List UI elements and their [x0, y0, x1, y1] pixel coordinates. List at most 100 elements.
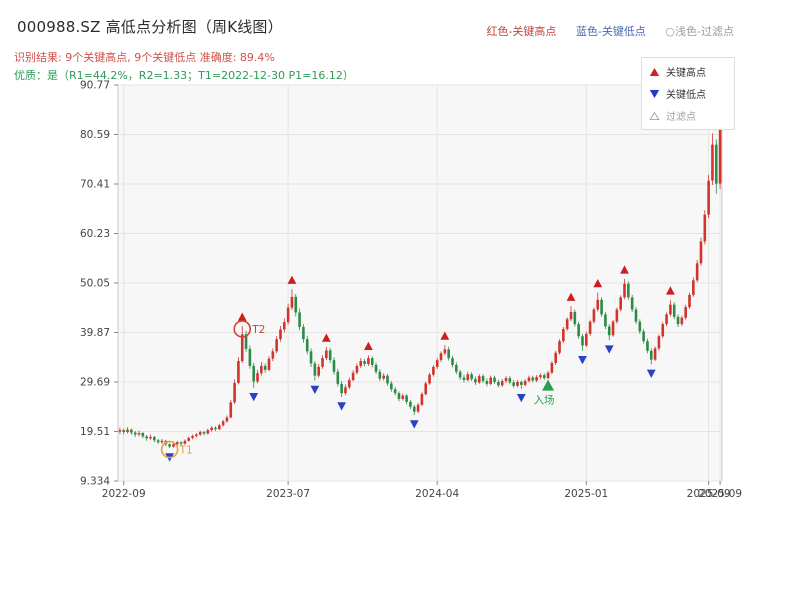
legend-item-key-low: 关键低点: [649, 86, 727, 101]
candle: [275, 339, 278, 352]
candle: [485, 380, 489, 384]
candle: [692, 280, 695, 295]
candle: [271, 351, 275, 359]
y-tick-label: 39.87: [80, 327, 110, 339]
candle: [175, 442, 179, 445]
candle: [420, 394, 424, 405]
candle: [367, 358, 370, 364]
candle: [279, 329, 282, 340]
candle: [126, 429, 129, 433]
key-low-marker: [409, 420, 419, 429]
candle: [466, 374, 470, 381]
x-tick-label: 2025-09: [698, 488, 742, 500]
candle: [539, 375, 542, 378]
y-tick-label: 60.23: [80, 228, 110, 240]
candle: [156, 440, 160, 443]
candle: [370, 358, 374, 365]
candle: [676, 316, 680, 325]
candle: [481, 376, 485, 381]
candle: [439, 353, 443, 361]
candle: [179, 442, 183, 444]
candle: [210, 427, 213, 431]
key-high-marker: [593, 278, 603, 288]
candle: [604, 314, 607, 327]
legend-item-label: 关键低点: [666, 90, 706, 101]
candle: [443, 349, 447, 354]
candle: [149, 436, 152, 439]
candle: [718, 127, 722, 184]
entry-label: 入场: [534, 394, 555, 407]
candle: [627, 283, 630, 298]
candle: [596, 299, 600, 310]
candle: [401, 395, 405, 399]
candle: [451, 358, 454, 365]
key-low-marker: [249, 393, 259, 402]
candle: [661, 324, 665, 337]
candle: [470, 374, 473, 380]
candle: [130, 429, 133, 433]
key-high-marker: [321, 333, 331, 342]
candle: [588, 321, 592, 334]
candle: [237, 361, 240, 383]
key-low-marker: [578, 356, 587, 365]
candle: [393, 389, 397, 394]
candle: [332, 360, 336, 372]
candle: [256, 373, 259, 382]
legend-item-key-high: 关键高点: [649, 64, 727, 79]
y-tick-label: 9.334: [80, 476, 110, 488]
candle: [703, 214, 707, 242]
annotation-label-t1: T1: [179, 445, 193, 457]
candle: [699, 241, 703, 264]
y-tick-label: 29.69: [80, 377, 110, 389]
key-high-marker: [237, 312, 247, 321]
candle: [214, 427, 217, 430]
candle: [607, 326, 611, 336]
key-low-marker: [604, 345, 614, 354]
candle: [474, 379, 477, 383]
candle: [665, 314, 668, 325]
candle: [294, 296, 298, 313]
x-tick-label: 2023-07: [266, 488, 310, 500]
candle: [206, 430, 210, 434]
candle: [550, 363, 554, 373]
candle: [321, 358, 324, 367]
candle: [500, 380, 504, 386]
candle: [546, 372, 550, 379]
y-tick-label: 50.05: [80, 278, 110, 290]
candle: [489, 377, 493, 384]
candle: [542, 375, 546, 379]
candle: [630, 297, 634, 310]
candle: [642, 331, 645, 342]
key-low-marker: [337, 402, 347, 411]
candle: [282, 322, 286, 330]
candle: [363, 361, 366, 364]
candle: [611, 321, 615, 336]
candle: [569, 311, 573, 320]
legend-item-label: 过滤点: [666, 112, 696, 123]
candle: [153, 436, 156, 441]
candle: [600, 299, 603, 315]
candle: [386, 375, 389, 384]
key-high-marker: [665, 286, 675, 295]
candle: [298, 312, 301, 328]
candle: [684, 307, 687, 318]
candle: [118, 430, 122, 432]
key-high-marker: [566, 292, 576, 301]
key-high-marker: [440, 331, 450, 340]
recognition-result-text: 识别结果: 9个关键高点, 9个关键低点 准确度: 89.4%: [14, 51, 275, 64]
candle: [218, 425, 221, 430]
candle: [447, 349, 450, 359]
key-high-marker: [620, 265, 629, 274]
candle: [290, 296, 294, 308]
candle: [531, 377, 535, 381]
annotation-circle-t2: [233, 320, 252, 338]
candle: [137, 433, 141, 435]
candle: [202, 432, 206, 434]
candle: [328, 350, 332, 361]
candle: [649, 350, 653, 360]
candle: [520, 381, 523, 385]
up-triangle-icon: [649, 67, 660, 76]
y-tick-label: 80.59: [80, 129, 110, 141]
